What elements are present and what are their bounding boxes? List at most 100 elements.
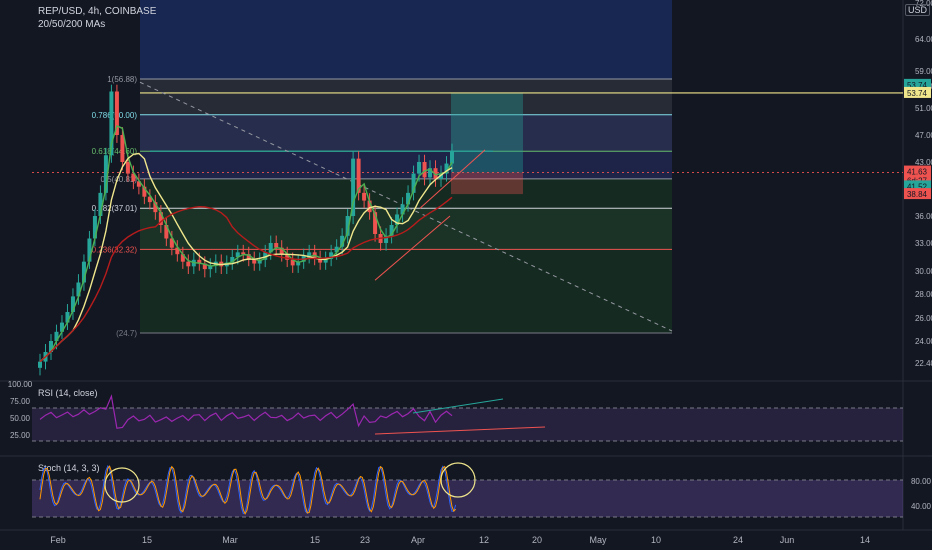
price-axis-tick: 28.00 xyxy=(915,290,932,299)
candle xyxy=(48,341,53,352)
fib-zone-extension xyxy=(140,0,672,79)
rsi-divergence-line xyxy=(412,398,504,414)
candle xyxy=(92,216,97,239)
ma-indicator-label: 20/50/200 MAs xyxy=(38,19,106,30)
rsi-label: RSI (14, close) xyxy=(38,388,98,398)
fib-level-label: 0.5(40.81) xyxy=(101,175,138,184)
candle xyxy=(257,259,262,264)
price-axis-tick: 59.00 xyxy=(915,67,932,76)
candle xyxy=(76,282,81,297)
candle xyxy=(340,235,345,247)
rsi-axis-tick: 75.00 xyxy=(10,397,31,406)
price-axis-tick: 24.00 xyxy=(915,337,932,346)
fib-level-label: 0.786(50.00) xyxy=(92,111,138,120)
candle xyxy=(38,361,42,368)
price-badge-label: 41.63 xyxy=(907,168,928,177)
stoch-annotation-circle xyxy=(104,467,140,503)
candle xyxy=(197,259,202,264)
time-axis-tick: 12 xyxy=(479,535,489,545)
candle xyxy=(87,238,92,262)
price-axis-tick: 36.00 xyxy=(915,212,932,221)
time-axis-tick: Feb xyxy=(50,535,66,545)
candle xyxy=(169,238,174,248)
price-axis-tick: 43.00 xyxy=(915,158,932,167)
candle xyxy=(411,173,416,193)
candle xyxy=(131,173,136,182)
price-badge xyxy=(904,188,931,200)
candle xyxy=(290,259,295,266)
price-badge-label: 53.74 xyxy=(907,81,928,90)
candle xyxy=(175,247,180,255)
time-axis-tick: Apr xyxy=(411,535,425,545)
fib-level-label: 0.382(37.01) xyxy=(92,204,138,213)
fib-level-label: (24.7) xyxy=(116,329,137,338)
fib-zone xyxy=(140,151,672,179)
candle xyxy=(114,91,119,135)
candle xyxy=(400,204,405,215)
candle xyxy=(158,212,163,225)
candle xyxy=(428,168,433,178)
price-axis-tick: 26.00 xyxy=(915,314,932,323)
candle xyxy=(246,254,251,259)
price-badge xyxy=(904,86,931,98)
fib-level-label: 0.236(32.32) xyxy=(92,245,138,254)
candle xyxy=(345,216,350,236)
rsi-band xyxy=(32,408,903,441)
rsi-axis-tick: 100.00 xyxy=(8,380,33,389)
price-axis-tick: 51.00 xyxy=(915,104,932,113)
candle xyxy=(444,163,449,174)
candle xyxy=(65,312,70,323)
candle xyxy=(318,257,323,263)
stoch-axis-tick: 80.00 xyxy=(911,477,932,486)
price-badge-label: 38.84 xyxy=(907,190,928,199)
candle xyxy=(153,202,158,213)
candle xyxy=(180,254,185,262)
ma200-line xyxy=(39,196,453,363)
candle xyxy=(356,158,361,193)
candle xyxy=(268,243,273,253)
time-axis-tick: 20 xyxy=(532,535,542,545)
rsi-line xyxy=(39,394,453,429)
price-axis-tick: 47.00 xyxy=(915,131,932,140)
candle xyxy=(70,296,75,312)
stoch-label: Stoch (14, 3, 3) xyxy=(38,463,100,473)
time-axis-tick: 10 xyxy=(651,535,661,545)
candle xyxy=(373,212,378,234)
candle xyxy=(136,181,141,187)
candle xyxy=(186,261,191,267)
candle xyxy=(389,225,394,236)
candle xyxy=(279,247,284,255)
candle xyxy=(307,252,312,257)
candle xyxy=(125,162,130,174)
fib-level-label: 1(56.88) xyxy=(107,75,137,84)
price-badge xyxy=(904,180,931,192)
candle xyxy=(323,258,328,263)
candle xyxy=(296,261,301,266)
price-axis-tick: 30.00 xyxy=(915,267,932,276)
candle xyxy=(59,322,64,332)
stoch-band xyxy=(32,480,903,517)
candle xyxy=(235,252,240,257)
position-target-zone xyxy=(451,92,523,173)
candle xyxy=(103,155,108,193)
rsi-axis-tick: 50.00 xyxy=(10,414,31,423)
candle xyxy=(422,162,427,178)
position-stop-zone xyxy=(451,172,523,195)
price-badge-label: 53.74 xyxy=(907,89,928,98)
candle xyxy=(241,252,246,255)
price-badge-label: 41.52 xyxy=(907,182,928,191)
candle xyxy=(252,258,257,264)
price-axis-tick: 64.00 xyxy=(915,35,932,44)
candle xyxy=(81,261,86,283)
dashed-trendline xyxy=(139,81,673,332)
currency-badge: USD xyxy=(904,4,930,16)
time-axis-tick: May xyxy=(589,535,607,545)
candle xyxy=(433,168,438,179)
time-axis-tick: 23 xyxy=(360,535,370,545)
stoch-axis-tick: 40.00 xyxy=(911,502,932,511)
candle xyxy=(120,135,125,162)
candle xyxy=(417,162,422,174)
candle xyxy=(109,91,114,156)
candle xyxy=(164,225,169,239)
